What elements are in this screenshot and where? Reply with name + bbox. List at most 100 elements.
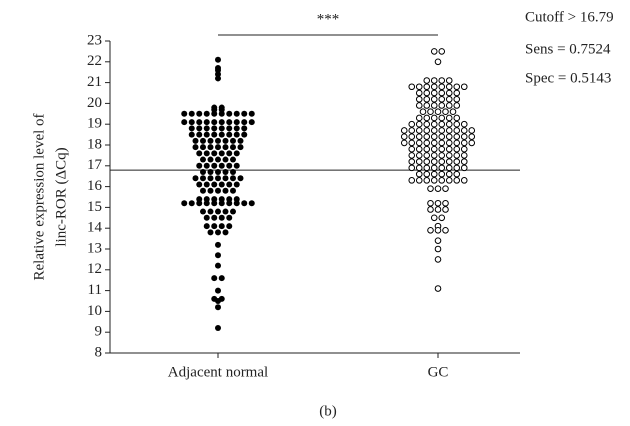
dot — [434, 58, 442, 66]
dot — [423, 83, 431, 91]
dot — [230, 144, 236, 151]
dot — [226, 119, 233, 126]
y-axis-label: linc-ROR (ΔCq) — [53, 147, 69, 246]
dot — [415, 89, 423, 97]
dot — [442, 108, 449, 116]
dot — [427, 108, 434, 116]
dot — [181, 110, 188, 117]
dot — [215, 325, 221, 332]
y-tick-label: 17 — [87, 157, 103, 173]
dot — [192, 175, 199, 182]
dot — [415, 170, 423, 178]
annotation: Cutoff > 16.79 — [525, 9, 614, 25]
dot — [408, 127, 416, 134]
dot — [218, 119, 225, 126]
dot — [207, 229, 214, 236]
dot — [445, 177, 453, 184]
dot — [438, 102, 446, 109]
dot — [200, 137, 206, 144]
dot — [188, 110, 195, 117]
y-tick-label: 19 — [87, 116, 102, 132]
y-tick-label: 9 — [95, 324, 103, 340]
dot — [222, 156, 229, 163]
dot — [400, 127, 408, 134]
dot — [445, 89, 453, 97]
dot — [233, 162, 240, 169]
dot — [453, 133, 461, 140]
dot — [207, 175, 214, 182]
dot — [230, 187, 236, 194]
dot — [203, 214, 210, 221]
x-tick-label: Adjacent normal — [168, 364, 268, 380]
dot — [415, 164, 423, 172]
dot — [453, 127, 461, 134]
dot — [453, 164, 461, 172]
dot — [423, 133, 431, 140]
dot — [430, 102, 438, 109]
dot — [430, 145, 438, 153]
dot — [445, 139, 453, 147]
dot — [430, 120, 438, 128]
dot — [222, 137, 229, 144]
dot — [211, 150, 218, 157]
dot — [192, 137, 199, 144]
dot — [453, 102, 461, 109]
dot — [200, 187, 206, 194]
dot — [233, 196, 240, 203]
dot — [460, 152, 468, 159]
dot — [445, 133, 453, 140]
dot — [211, 181, 218, 188]
dot — [445, 127, 453, 134]
dot — [430, 177, 438, 184]
dot — [453, 145, 461, 153]
dot — [196, 110, 203, 117]
dot — [215, 75, 221, 82]
dot — [430, 83, 438, 91]
dot — [423, 170, 431, 178]
dot — [445, 120, 453, 128]
dot — [207, 156, 214, 163]
dot — [460, 139, 468, 147]
y-tick-label: 20 — [87, 95, 102, 111]
dot — [453, 120, 461, 128]
dot — [415, 114, 423, 122]
dot — [430, 164, 438, 172]
dot — [445, 83, 453, 91]
dot — [226, 200, 233, 207]
y-tick-label: 14 — [87, 220, 103, 236]
dot — [427, 226, 434, 234]
dot — [203, 162, 210, 169]
dot — [453, 89, 461, 97]
dot — [215, 304, 221, 311]
dot — [430, 214, 438, 222]
dot — [434, 226, 442, 234]
dot — [400, 139, 408, 147]
dot — [430, 133, 438, 140]
dot — [408, 152, 416, 159]
dot — [226, 196, 233, 203]
dot — [434, 108, 442, 116]
dot — [215, 67, 221, 74]
dot — [218, 275, 225, 282]
dot — [442, 206, 449, 213]
dot — [215, 229, 221, 236]
dot — [230, 208, 236, 215]
dot — [438, 164, 446, 172]
dot — [215, 287, 221, 294]
dot — [207, 208, 214, 215]
dot — [207, 144, 214, 151]
dot — [430, 77, 438, 84]
dot — [230, 137, 236, 144]
y-tick-label: 13 — [87, 240, 102, 256]
dot — [415, 139, 423, 147]
dot — [430, 114, 438, 122]
dot — [423, 127, 431, 134]
dot — [200, 156, 206, 163]
dot — [438, 114, 446, 122]
dot — [408, 139, 416, 147]
dot — [203, 181, 210, 188]
dot — [415, 158, 423, 165]
dot — [415, 152, 423, 159]
dot — [241, 119, 248, 126]
dot — [468, 133, 476, 140]
